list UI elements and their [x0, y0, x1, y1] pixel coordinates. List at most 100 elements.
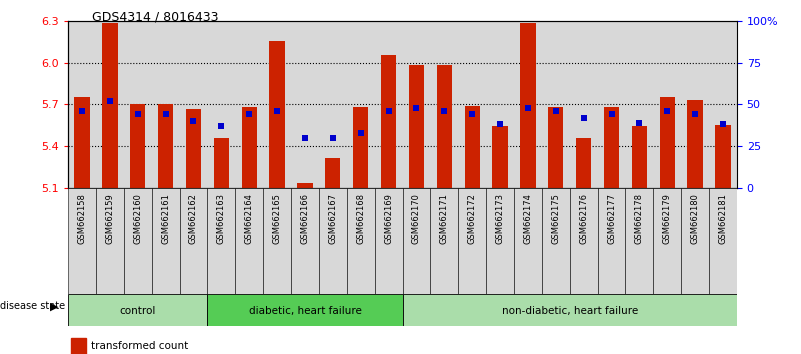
- Text: GDS4314 / 8016433: GDS4314 / 8016433: [92, 11, 219, 24]
- Text: GSM662161: GSM662161: [161, 193, 170, 244]
- Bar: [74, 97, 90, 188]
- Text: GSM662179: GSM662179: [662, 193, 672, 244]
- Bar: [207, 294, 403, 326]
- Bar: [403, 188, 430, 294]
- Bar: [297, 183, 312, 188]
- Text: GSM662174: GSM662174: [523, 193, 533, 244]
- Bar: [681, 188, 709, 294]
- Bar: [214, 138, 229, 188]
- Bar: [347, 188, 375, 294]
- Text: GSM662158: GSM662158: [78, 193, 87, 244]
- Text: GSM662162: GSM662162: [189, 193, 198, 244]
- Bar: [158, 104, 173, 188]
- Bar: [291, 188, 319, 294]
- Text: GSM662166: GSM662166: [300, 193, 309, 244]
- Point: [549, 108, 562, 114]
- Bar: [151, 188, 179, 294]
- Bar: [570, 21, 598, 188]
- Bar: [514, 188, 541, 294]
- Point: [75, 108, 88, 114]
- Bar: [264, 21, 291, 188]
- Text: diabetic, heart failure: diabetic, heart failure: [248, 306, 361, 316]
- Bar: [179, 188, 207, 294]
- Bar: [124, 21, 151, 188]
- Bar: [68, 21, 96, 188]
- Bar: [493, 126, 508, 188]
- Bar: [96, 188, 124, 294]
- Point: [438, 108, 451, 114]
- Point: [187, 118, 200, 124]
- Bar: [347, 21, 375, 188]
- Bar: [632, 126, 647, 188]
- Bar: [541, 21, 570, 188]
- Text: GSM662165: GSM662165: [272, 193, 282, 244]
- Point: [382, 108, 395, 114]
- Bar: [186, 109, 201, 188]
- Text: GSM662176: GSM662176: [579, 193, 588, 244]
- Text: GSM662175: GSM662175: [551, 193, 560, 244]
- Bar: [353, 107, 368, 188]
- Bar: [291, 21, 319, 188]
- Bar: [715, 125, 731, 188]
- Text: GSM662180: GSM662180: [690, 193, 699, 244]
- Bar: [598, 188, 626, 294]
- Bar: [681, 21, 709, 188]
- Bar: [437, 65, 452, 188]
- Bar: [465, 106, 480, 188]
- Bar: [375, 21, 403, 188]
- Bar: [570, 188, 598, 294]
- Text: GSM662173: GSM662173: [496, 193, 505, 244]
- Text: GSM662177: GSM662177: [607, 193, 616, 244]
- Bar: [319, 21, 347, 188]
- Bar: [514, 21, 541, 188]
- Text: ▶: ▶: [50, 301, 59, 311]
- Bar: [458, 188, 486, 294]
- Point: [354, 130, 367, 136]
- Bar: [71, 338, 87, 354]
- Bar: [319, 188, 347, 294]
- Text: GSM662167: GSM662167: [328, 193, 337, 244]
- Bar: [381, 55, 396, 188]
- Bar: [458, 21, 486, 188]
- Point: [299, 135, 312, 141]
- Bar: [325, 158, 340, 188]
- Bar: [207, 21, 235, 188]
- Bar: [264, 188, 291, 294]
- Text: disease state: disease state: [0, 301, 65, 311]
- Bar: [486, 188, 514, 294]
- Text: GSM662171: GSM662171: [440, 193, 449, 244]
- Bar: [242, 107, 257, 188]
- Bar: [124, 188, 151, 294]
- Point: [578, 115, 590, 121]
- Bar: [626, 21, 654, 188]
- Text: GSM662164: GSM662164: [245, 193, 254, 244]
- Bar: [235, 188, 264, 294]
- Bar: [179, 21, 207, 188]
- Text: GSM662168: GSM662168: [356, 193, 365, 244]
- Text: GSM662159: GSM662159: [106, 193, 115, 244]
- Bar: [541, 188, 570, 294]
- Point: [131, 112, 144, 117]
- Bar: [375, 188, 403, 294]
- Bar: [103, 23, 118, 188]
- Bar: [709, 21, 737, 188]
- Bar: [130, 104, 146, 188]
- Point: [717, 121, 730, 127]
- Text: GSM662163: GSM662163: [217, 193, 226, 244]
- Point: [521, 105, 534, 110]
- Text: GSM662181: GSM662181: [718, 193, 727, 244]
- Point: [689, 112, 702, 117]
- Point: [243, 112, 256, 117]
- Bar: [207, 188, 235, 294]
- Text: GSM662160: GSM662160: [133, 193, 143, 244]
- Bar: [626, 188, 654, 294]
- Bar: [235, 21, 264, 188]
- Point: [493, 121, 506, 127]
- Bar: [520, 23, 536, 188]
- Bar: [269, 41, 285, 188]
- Text: GSM662170: GSM662170: [412, 193, 421, 244]
- Bar: [654, 21, 681, 188]
- Bar: [151, 21, 179, 188]
- Point: [327, 135, 340, 141]
- Point: [103, 98, 116, 104]
